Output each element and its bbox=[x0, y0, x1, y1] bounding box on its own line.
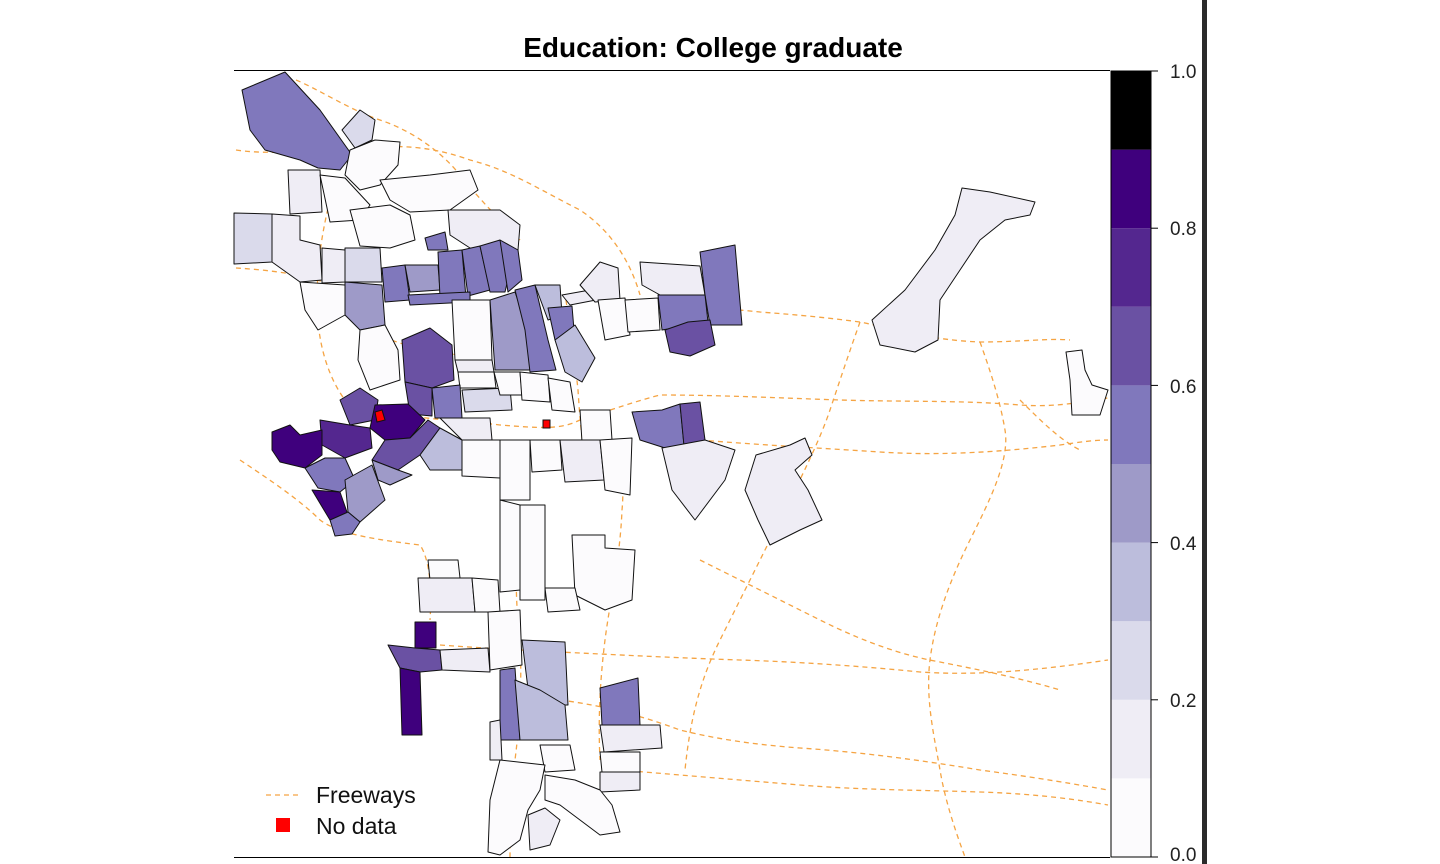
colorbar-tick-label: 1.0 bbox=[1170, 62, 1196, 83]
window-edge-divider bbox=[1202, 0, 1207, 864]
map-legend: Freeways No data bbox=[266, 782, 416, 839]
colorbar-tick-label: 0.6 bbox=[1170, 377, 1196, 398]
legend-freeways-label: Freeways bbox=[316, 782, 416, 808]
map-title: Education: College graduate bbox=[523, 32, 903, 63]
colorbar-bin bbox=[1111, 385, 1151, 464]
colorbar-bin bbox=[1111, 464, 1151, 543]
colorbar bbox=[1110, 70, 1152, 858]
colorbar-tick-label: 0.8 bbox=[1170, 219, 1196, 240]
colorbar-bin bbox=[1111, 149, 1151, 229]
legend-no-data-label: No data bbox=[316, 813, 397, 839]
colorbar-tick-label: 0.2 bbox=[1170, 691, 1196, 712]
colorbar-bin bbox=[1111, 542, 1151, 622]
legend-no-data-swatch bbox=[276, 818, 290, 832]
colorbar-bin bbox=[1111, 228, 1151, 307]
colorbar-bin bbox=[1111, 621, 1151, 700]
colorbar-frame bbox=[1110, 70, 1152, 858]
colorbar-bin bbox=[1111, 699, 1151, 779]
tract-polygons bbox=[233, 71, 1109, 856]
colorbar-ticks: 0.0 0.2 0.4 0.6 0.8 1.0 bbox=[1151, 62, 1197, 864]
colorbar-tick-label: 0.0 bbox=[1170, 845, 1196, 864]
colorbar-bin bbox=[1111, 306, 1151, 386]
colorbar-tick-label: 0.4 bbox=[1170, 534, 1197, 555]
colorbar-bin bbox=[1111, 778, 1151, 857]
colorbar-bin bbox=[1111, 71, 1151, 150]
